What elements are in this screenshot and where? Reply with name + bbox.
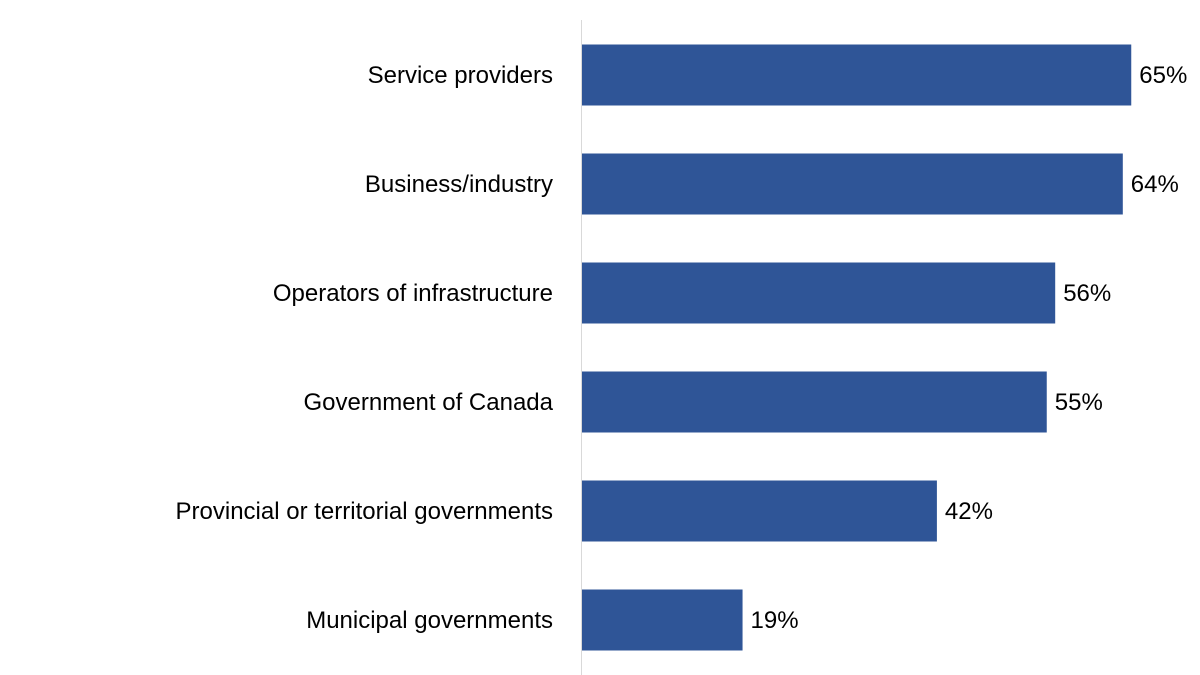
category-label: Municipal governments [306,607,553,634]
bar-3 [582,371,1047,433]
data-label: 42% [945,498,993,525]
category-label: Operators of infrastructure [273,280,553,307]
category-label: Government of Canada [304,389,554,416]
data-label: 19% [751,607,799,634]
data-label: 65% [1139,62,1187,89]
bar-1 [582,153,1123,215]
category-label: Service providers [368,62,553,89]
category-label: Provincial or territorial governments [176,498,553,525]
data-label: 55% [1055,389,1103,416]
bar-4 [582,480,937,542]
data-label: 56% [1063,280,1111,307]
bar-0 [582,44,1132,106]
bar-5 [582,589,743,651]
category-label: Business/industry [365,171,553,198]
bar-2 [582,262,1056,324]
data-label: 64% [1131,171,1179,198]
